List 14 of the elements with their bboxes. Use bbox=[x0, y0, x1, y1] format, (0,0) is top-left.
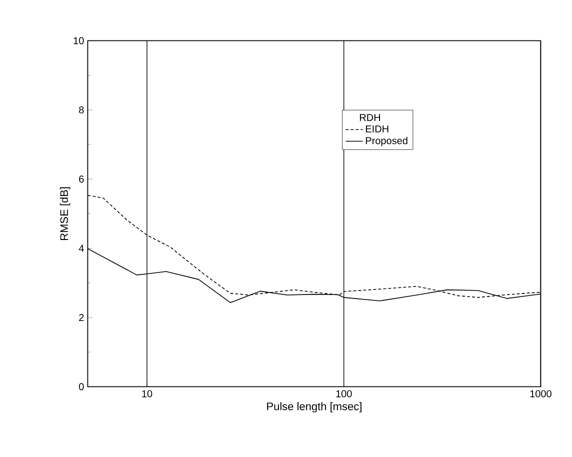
legend-label: Proposed bbox=[366, 136, 408, 146]
x-tick-label: 100 bbox=[336, 390, 352, 398]
legend-label: EIDH bbox=[366, 125, 388, 132]
y-tick-label: 2 bbox=[79, 314, 84, 321]
y-tick-label: 6 bbox=[79, 176, 84, 183]
y-tick-label: 10 bbox=[74, 37, 84, 44]
x-axis-title: Pulse length [msec] bbox=[267, 402, 362, 412]
legend-title: RDH bbox=[360, 114, 380, 121]
y-tick-label: 0 bbox=[79, 383, 84, 390]
x-tick-label: 10 bbox=[142, 390, 152, 398]
x-tick-label: 1000 bbox=[530, 390, 552, 398]
y-axis-title: RMSE [dB] bbox=[60, 187, 70, 240]
y-tick-label: 8 bbox=[79, 106, 84, 114]
y-tick-label: 4 bbox=[78, 244, 84, 252]
